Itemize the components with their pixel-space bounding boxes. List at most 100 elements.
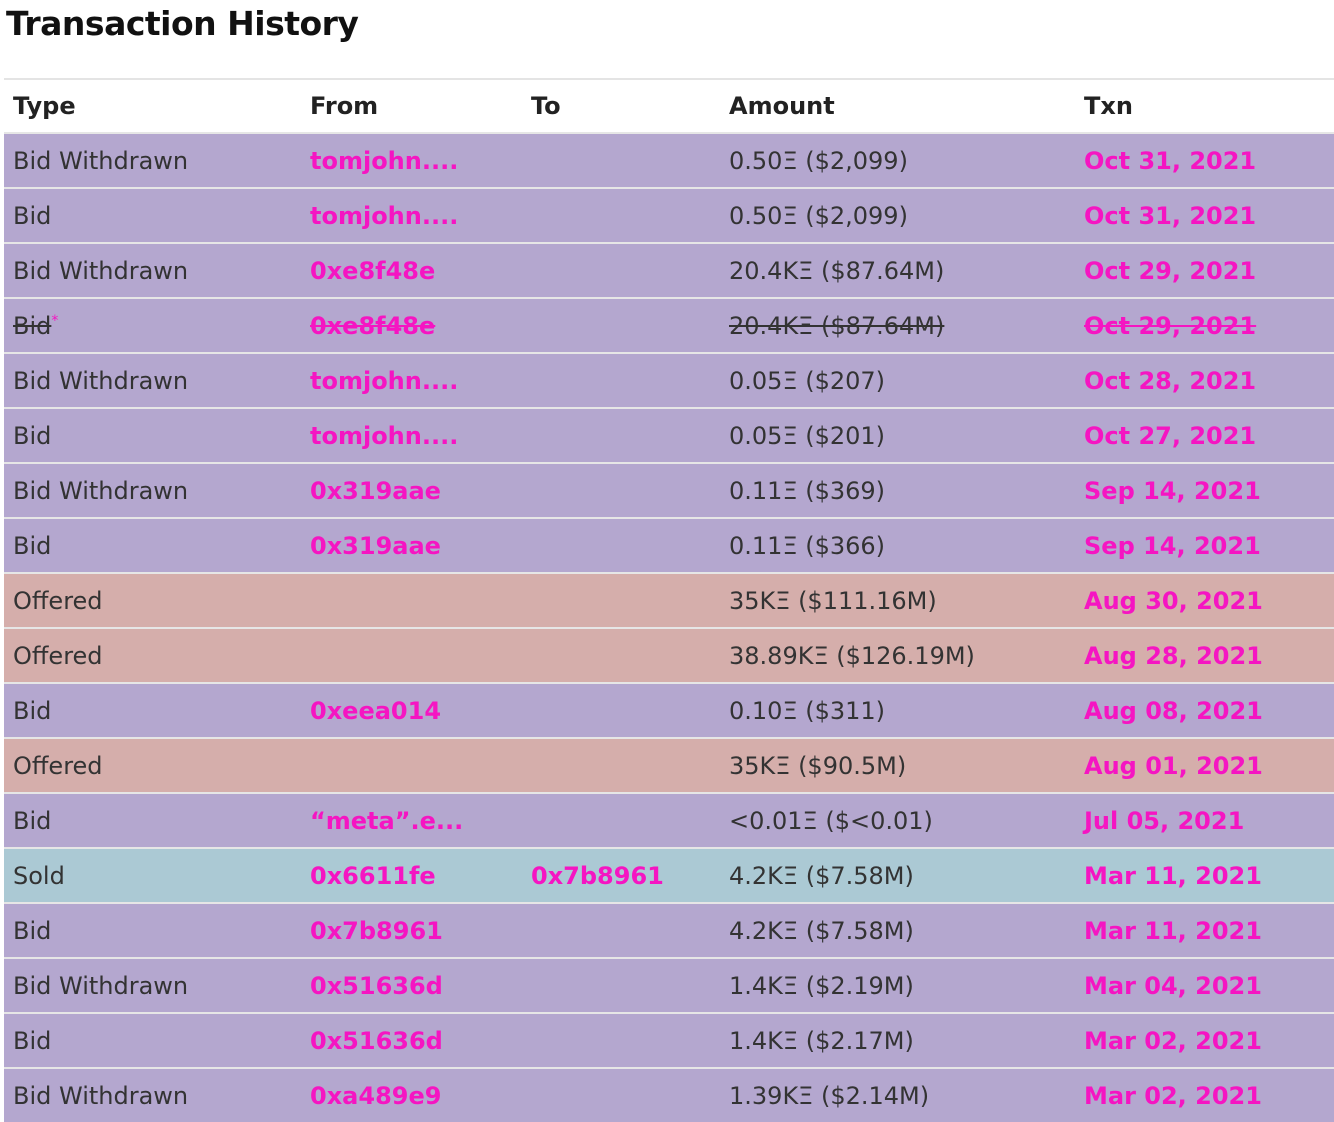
from[interactable]: “meta”.e... [310, 806, 464, 835]
txn[interactable]: Aug 30, 2021 [1084, 586, 1263, 615]
txn-cell: Aug 08, 2021 [1075, 682, 1334, 738]
from[interactable]: tomjohn.... [310, 201, 459, 230]
amount-cell: 38.89KΞ ($126.19M) [720, 627, 1075, 683]
amount-cell: 20.4KΞ ($87.64M) [720, 242, 1075, 298]
from[interactable]: 0x6611fe [310, 861, 436, 890]
txn[interactable]: Aug 01, 2021 [1084, 751, 1263, 780]
from-cell: tomjohn.... [301, 407, 522, 463]
txn-cell: Sep 14, 2021 [1075, 517, 1334, 573]
txn-cell: Mar 04, 2021 [1075, 957, 1334, 1013]
txn-cell: Sep 14, 2021 [1075, 462, 1334, 518]
type: Bid Withdrawn [13, 366, 189, 395]
type-cell: Bid Withdrawn [4, 1067, 301, 1122]
from[interactable]: 0x51636d [310, 1026, 443, 1055]
amount-cell: 1.4KΞ ($2.19M) [720, 957, 1075, 1013]
from-cell: 0xe8f48e [301, 297, 522, 353]
column-header: From [310, 92, 379, 120]
amount-cell: 0.50Ξ ($2,099) [720, 132, 1075, 188]
txn-cell: Oct 28, 2021 [1075, 352, 1334, 408]
txn-cell: Oct 27, 2021 [1075, 407, 1334, 463]
amount: 0.10Ξ ($311) [729, 696, 886, 725]
to-cell [522, 902, 720, 958]
type-cell: Bid [4, 792, 301, 848]
txn[interactable]: Mar 02, 2021 [1084, 1026, 1262, 1055]
from[interactable]: tomjohn.... [310, 421, 459, 450]
to-cell [522, 957, 720, 1013]
txn[interactable]: Aug 08, 2021 [1084, 696, 1263, 725]
from-cell [301, 572, 522, 628]
txn[interactable]: Mar 02, 2021 [1084, 1081, 1262, 1110]
from[interactable]: tomjohn.... [310, 146, 459, 175]
to-cell [522, 132, 720, 188]
type-cell: Bid [4, 517, 301, 573]
type-cell: Sold [4, 847, 301, 903]
txn[interactable]: Jul 05, 2021 [1084, 806, 1245, 835]
transaction-row: Bid 0xeea014 0.10Ξ ($311) Aug 08, 2021 [4, 682, 1334, 738]
transaction-row: Sold 0x6611fe 0x7b8961 4.2KΞ ($7.58M) Mar 11… [4, 847, 1334, 903]
from[interactable]: 0xeea014 [310, 696, 442, 725]
from-cell [301, 627, 522, 683]
txn-cell: Aug 30, 2021 [1075, 572, 1334, 628]
type: Bid [13, 806, 52, 835]
transaction-row: Bid Withdrawn 0xe8f48e 20.4KΞ ($87.64M) Oct… [4, 242, 1334, 298]
amount: 35KΞ ($90.5M) [729, 751, 907, 780]
type: Bid [13, 311, 52, 340]
txn[interactable]: Oct 29, 2021 [1084, 256, 1257, 285]
type: Bid [13, 696, 52, 725]
txn[interactable]: Aug 28, 2021 [1084, 641, 1263, 670]
txn[interactable]: Oct 31, 2021 [1084, 146, 1257, 175]
to-cell [522, 242, 720, 298]
to[interactable]: 0x7b8961 [531, 861, 664, 890]
type-cell: Bid [4, 1012, 301, 1068]
type: Offered [13, 586, 103, 615]
amount: 0.05Ξ ($207) [729, 366, 886, 395]
from-cell [301, 737, 522, 793]
from-cell: tomjohn.... [301, 132, 522, 188]
from[interactable]: 0x319aae [310, 476, 441, 505]
txn[interactable]: Mar 11, 2021 [1084, 916, 1262, 945]
from[interactable]: 0xa489e9 [310, 1081, 442, 1110]
footnote-mark: * [51, 312, 59, 329]
txn[interactable]: Oct 29, 2021 [1084, 311, 1257, 340]
amount-cell: 0.11Ξ ($366) [720, 517, 1075, 573]
to-cell [522, 627, 720, 683]
from-cell: 0x6611fe [301, 847, 522, 903]
txn[interactable]: Sep 14, 2021 [1084, 476, 1261, 505]
amount: 0.11Ξ ($369) [729, 476, 886, 505]
from[interactable]: 0xe8f48e [310, 256, 436, 285]
to-cell [522, 352, 720, 408]
from-cell: tomjohn.... [301, 187, 522, 243]
txn-cell: Oct 31, 2021 [1075, 187, 1334, 243]
type-cell: Bid Withdrawn [4, 462, 301, 518]
amount: 20.4KΞ ($87.64M) [729, 256, 945, 285]
to-cell [522, 1012, 720, 1068]
amount: <0.01Ξ ($<0.01) [729, 806, 933, 835]
to-cell [522, 737, 720, 793]
txn[interactable]: Oct 28, 2021 [1084, 366, 1257, 395]
from[interactable]: 0xe8f48e [310, 311, 436, 340]
type-cell: Offered [4, 627, 301, 683]
txn[interactable]: Mar 04, 2021 [1084, 971, 1262, 1000]
to-cell [522, 187, 720, 243]
from-cell: 0xa489e9 [301, 1067, 522, 1122]
amount: 0.50Ξ ($2,099) [729, 201, 908, 230]
from[interactable]: 0x51636d [310, 971, 443, 1000]
txn[interactable]: Oct 27, 2021 [1084, 421, 1257, 450]
transaction-table: Type From To Amount Txn Bid Withdrawn tomjohn… [4, 78, 1334, 1122]
from-cell: 0x7b8961 [301, 902, 522, 958]
amount: 1.4KΞ ($2.17M) [729, 1026, 914, 1055]
txn[interactable]: Mar 11, 2021 [1084, 861, 1262, 890]
type-cell: Offered [4, 572, 301, 628]
amount: 4.2KΞ ($7.58M) [729, 916, 914, 945]
amount-cell: <0.01Ξ ($<0.01) [720, 792, 1075, 848]
txn-cell: Oct 31, 2021 [1075, 132, 1334, 188]
from[interactable]: tomjohn.... [310, 366, 459, 395]
from-cell: “meta”.e... [301, 792, 522, 848]
from[interactable]: 0x7b8961 [310, 916, 443, 945]
txn[interactable]: Oct 31, 2021 [1084, 201, 1257, 230]
from-cell: 0x51636d [301, 1012, 522, 1068]
from[interactable]: 0x319aae [310, 531, 441, 560]
to-cell [522, 462, 720, 518]
transaction-row: Bid Withdrawn tomjohn.... 0.05Ξ ($207) Oct … [4, 352, 1334, 408]
txn[interactable]: Sep 14, 2021 [1084, 531, 1261, 560]
